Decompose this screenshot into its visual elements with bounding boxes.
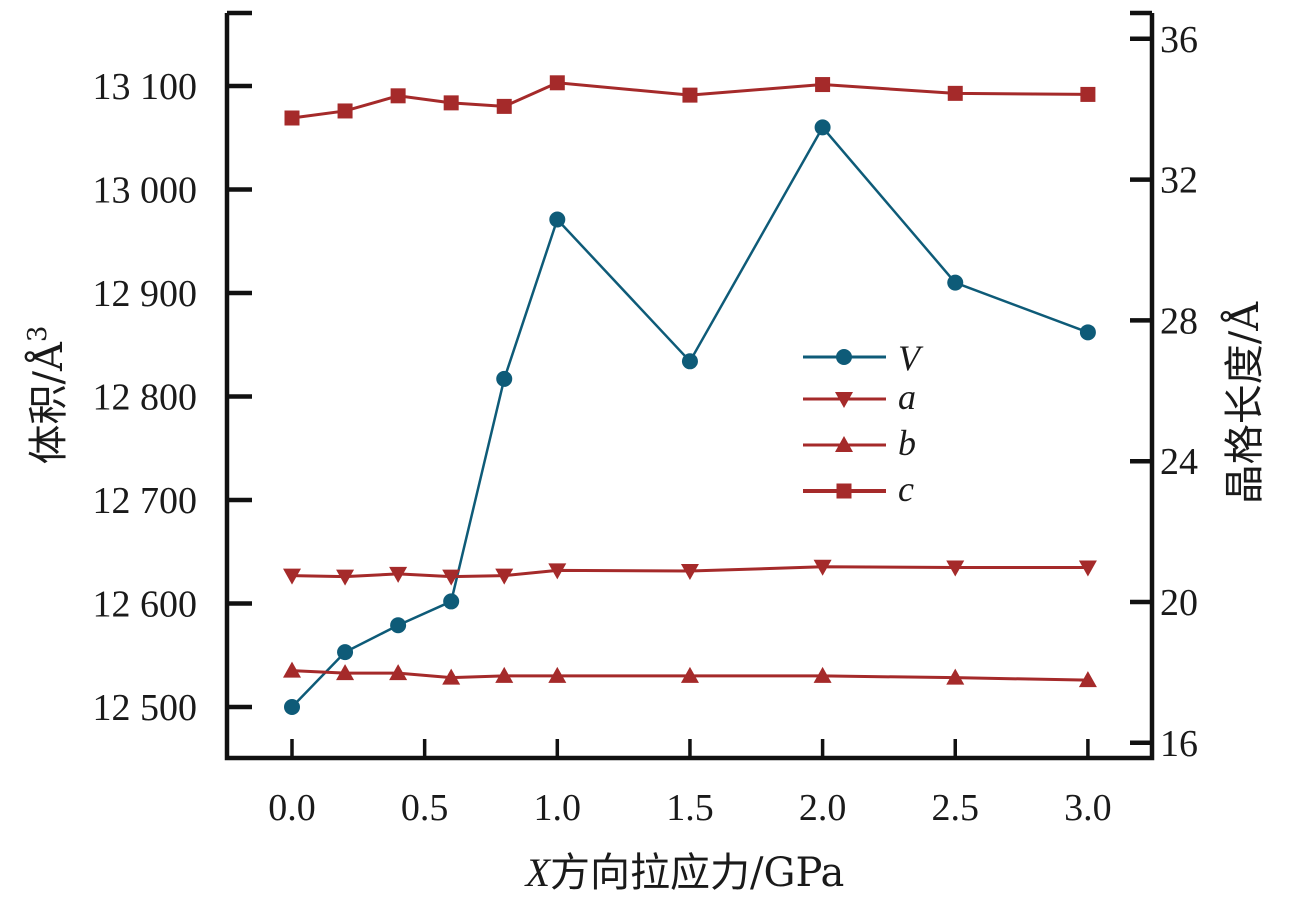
y-right-tick-label: 24 xyxy=(1160,441,1198,483)
series-b-point xyxy=(442,668,461,685)
series-a-point xyxy=(495,568,514,585)
series-V-point xyxy=(947,274,964,291)
series-a-point xyxy=(813,559,832,576)
series-b-point xyxy=(946,668,965,685)
series-b-point xyxy=(548,666,567,683)
series-b-point xyxy=(495,666,514,683)
series-c-point xyxy=(682,87,698,103)
y-left-tick-label: 12 800 xyxy=(93,377,198,419)
y-left-tick-label: 12 700 xyxy=(93,480,198,522)
x-axis-title-italic: X xyxy=(524,850,552,895)
series-a-point xyxy=(946,560,965,577)
x-tick-label: 2.5 xyxy=(932,787,980,829)
y-left-axis-title: 体积/Å3 xyxy=(23,326,72,465)
y-left-tick-label: 13 100 xyxy=(93,66,198,108)
series-c-point xyxy=(947,85,963,101)
series-a xyxy=(283,559,1097,586)
series-c-point xyxy=(390,88,406,104)
y-right-tick-label: 36 xyxy=(1160,19,1198,61)
y-left-axis-title-main: 体积/Å xyxy=(25,341,72,464)
series-V-point xyxy=(549,211,566,228)
legend-marker xyxy=(836,349,852,365)
y-left-tick-label: 13 000 xyxy=(93,170,198,212)
y-right-ticks: 16 20 24 28 32 36 xyxy=(1130,19,1198,765)
y-left-tick-label: 12 500 xyxy=(93,687,198,729)
series-V-point xyxy=(681,353,698,370)
series-c-point xyxy=(496,98,512,114)
series-c-line xyxy=(291,81,1088,120)
series-V-point xyxy=(337,644,354,661)
y-left-ticks: 12 500 12 600 12 700 12 800 12 900 13 000 13 1… xyxy=(93,66,252,729)
y-right-axis-title: 晶格长度/Å xyxy=(1221,301,1268,504)
legend-item-b: b xyxy=(803,423,916,463)
series-V-point xyxy=(284,699,300,715)
series-c-point xyxy=(284,110,300,126)
y-right-tick-label: 32 xyxy=(1160,160,1198,202)
series-c-point xyxy=(1080,86,1096,102)
series-b-point xyxy=(389,664,408,681)
series-V-point xyxy=(390,617,407,634)
series-a-point xyxy=(389,566,408,583)
series-b-line xyxy=(291,669,1088,682)
series-V-line xyxy=(291,125,1089,708)
y-left-tick-label: 12 900 xyxy=(93,273,198,315)
y-right-tick-label: 20 xyxy=(1160,582,1198,624)
series-c-point xyxy=(549,75,565,91)
y-right-tick-label: 16 xyxy=(1160,723,1198,765)
series-c xyxy=(284,75,1096,126)
x-ticks: 0.0 0.5 1.0 1.5 2.0 2.5 3.0 xyxy=(268,739,1112,829)
series-a-point xyxy=(548,563,567,580)
series-c-point xyxy=(815,77,831,93)
series-b-point xyxy=(813,666,832,683)
x-tick-label: 1.5 xyxy=(666,787,714,829)
axes xyxy=(224,10,1155,761)
legend-label: c xyxy=(898,469,914,509)
series-a-point xyxy=(336,569,355,586)
legend-label: V xyxy=(898,338,924,378)
series-layer xyxy=(283,75,1097,715)
legend-item-c: c xyxy=(803,469,914,509)
series-V-point xyxy=(1079,324,1096,341)
series-a-point xyxy=(1078,560,1097,577)
series-b-point xyxy=(1078,671,1097,688)
x-tick-label: 3.0 xyxy=(1064,787,1112,829)
legend-item-V: V xyxy=(803,338,924,378)
legend-label: a xyxy=(898,377,916,417)
x-tick-label: 0.0 xyxy=(268,787,316,829)
series-b xyxy=(283,661,1097,688)
axis-frame xyxy=(224,13,1155,761)
series-c-point xyxy=(443,95,459,111)
series-c-point xyxy=(337,103,353,119)
series-b-point xyxy=(283,661,301,678)
series-b-point xyxy=(680,666,699,683)
y-right-tick-label: 28 xyxy=(1160,300,1198,342)
series-V-point xyxy=(443,593,460,610)
series-a-point xyxy=(283,568,301,585)
x-tick-label: 0.5 xyxy=(401,787,449,829)
x-axis-title: X方向拉应力/GPa xyxy=(524,850,845,896)
series-a-line xyxy=(291,565,1088,579)
x-tick-label: 1.0 xyxy=(534,787,582,829)
legend-label: b xyxy=(898,423,916,463)
y-left-axis-title-sup: 3 xyxy=(23,326,53,343)
x-axis-title-rest: 方向拉应力/GPa xyxy=(550,850,844,896)
legend-item-a: a xyxy=(803,377,916,417)
legend-marker xyxy=(836,483,852,499)
series-V xyxy=(284,119,1096,715)
series-V-point xyxy=(496,370,513,387)
legend-marker xyxy=(835,392,853,408)
x-tick-label: 2.0 xyxy=(799,787,847,829)
legend-marker xyxy=(835,436,853,452)
series-a-point xyxy=(442,569,461,586)
series-V-point xyxy=(814,119,831,136)
series-b-point xyxy=(336,664,355,681)
series-a-point xyxy=(680,564,699,581)
y-left-tick-label: 12 600 xyxy=(93,584,198,626)
